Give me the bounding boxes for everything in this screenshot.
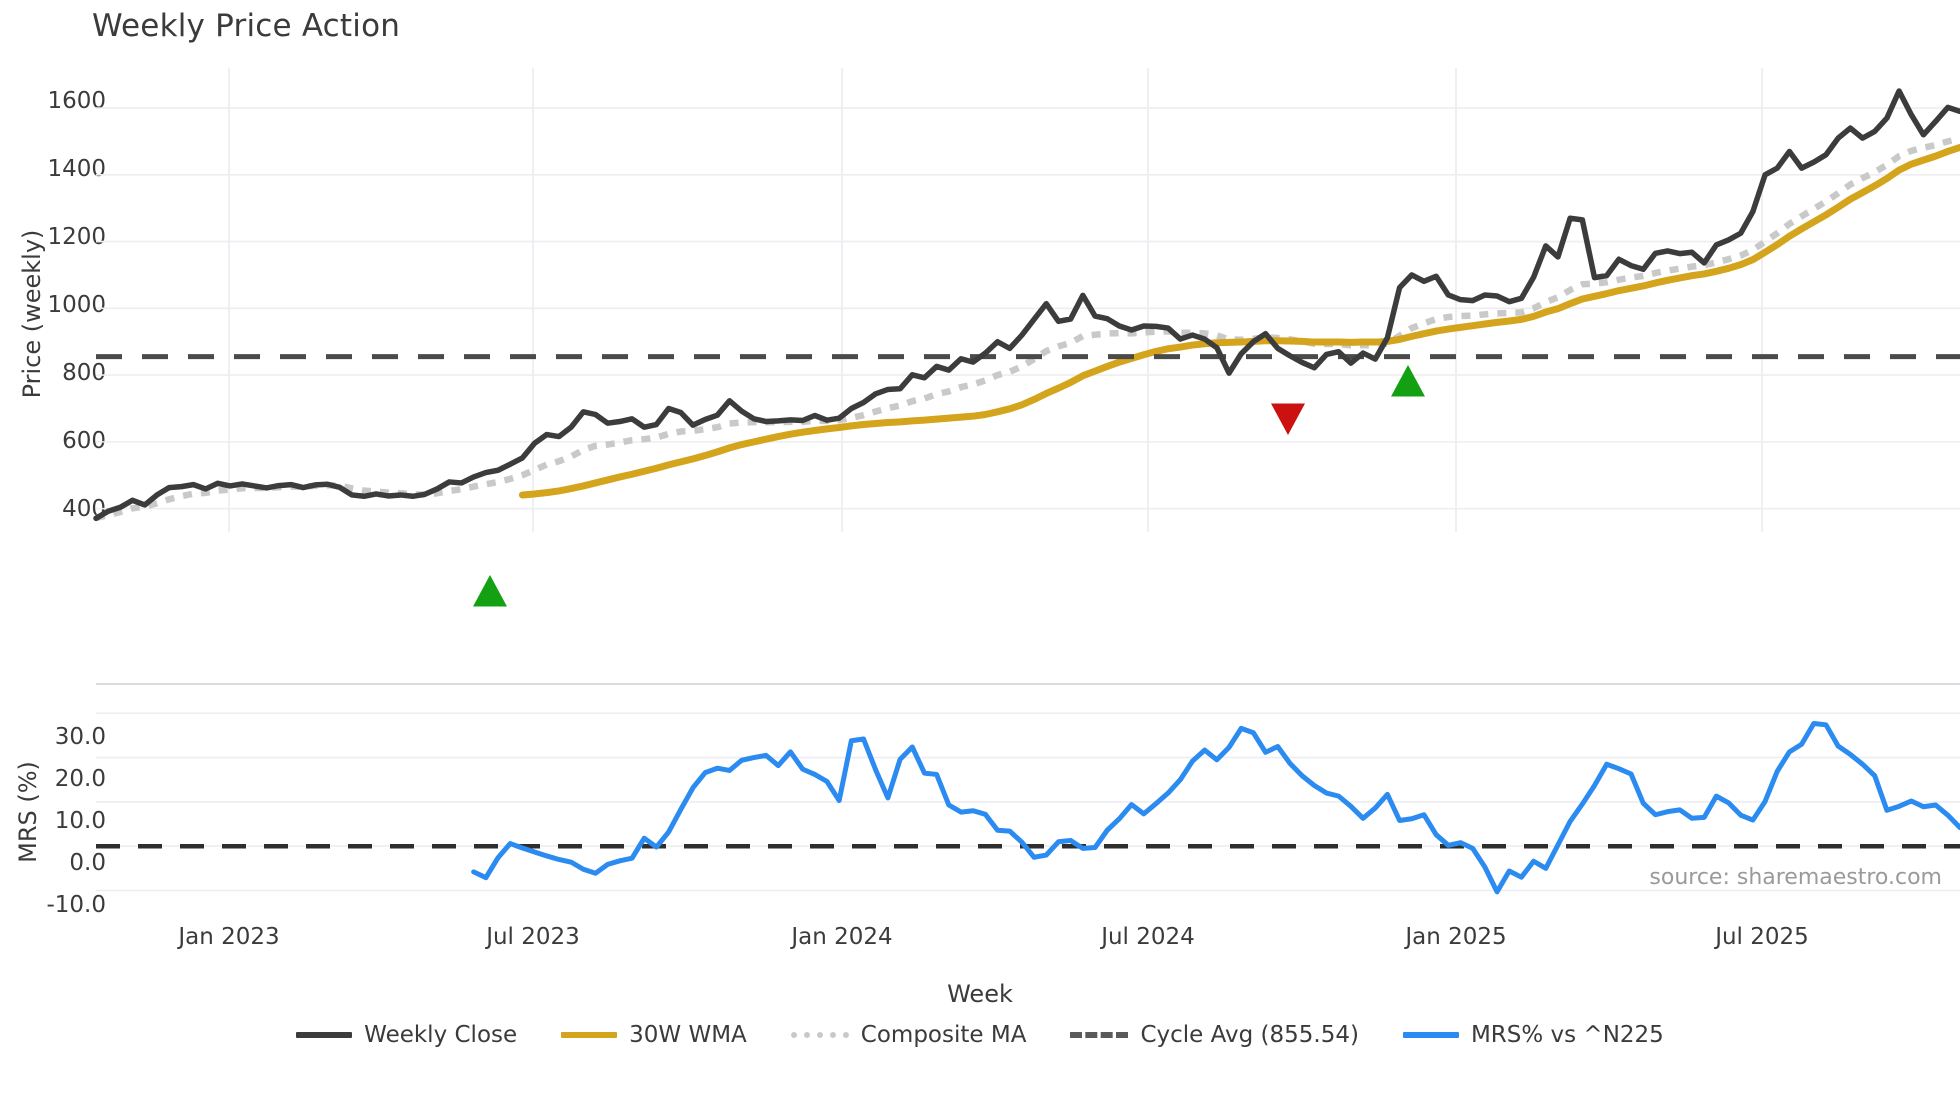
line-swatch-icon xyxy=(561,1032,618,1038)
series-weekly-close xyxy=(93,88,1960,522)
x-tick-jan-2023: Jan 2023 xyxy=(178,924,280,950)
sell-marker-icon[interactable] xyxy=(1271,403,1305,435)
line-swatch-icon xyxy=(1402,1032,1459,1038)
x-tick-jan-2025: Jan 2025 xyxy=(1405,924,1507,950)
y-tick-price-800: 800 xyxy=(62,360,106,386)
legend-item-30w-wma[interactable]: 30W WMA xyxy=(561,1022,747,1048)
legend-label: MRS% vs ^N225 xyxy=(1470,1022,1664,1048)
legend-label: Composite MA xyxy=(860,1022,1027,1048)
legend-label: 30W WMA xyxy=(629,1022,747,1048)
legend-label: Cycle Avg (855.54) xyxy=(1140,1022,1359,1048)
y-tick-price-600: 600 xyxy=(62,428,106,454)
x-tick-jul-2025: Jul 2025 xyxy=(1715,924,1809,950)
legend-item-mrs[interactable]: MRS% vs ^N225 xyxy=(1402,1022,1664,1048)
y-tick-price-1600: 1600 xyxy=(47,88,106,114)
source-watermark: source: sharemaestro.com xyxy=(1649,865,1942,890)
dashed-line-swatch-icon xyxy=(1070,1032,1129,1038)
y-tick-price-1400: 1400 xyxy=(47,156,106,182)
chart-legend: Weekly Close 30W WMA Composite MA Cycle … xyxy=(0,1022,1960,1048)
buy-marker-icon[interactable] xyxy=(473,575,507,607)
dotted-line-swatch-icon xyxy=(790,1032,849,1038)
legend-item-composite-ma[interactable]: Composite MA xyxy=(790,1022,1027,1048)
x-axis-title: Week xyxy=(947,980,1013,1008)
y-tick-mrs-0: 0.0 xyxy=(69,850,106,876)
line-swatch-icon xyxy=(296,1032,353,1038)
y-tick-mrs-neg10: -10.0 xyxy=(46,892,106,918)
x-tick-jul-2023: Jul 2023 xyxy=(486,924,580,950)
y-tick-price-1200: 1200 xyxy=(47,224,106,250)
series-30w-wma xyxy=(518,143,1960,499)
y-tick-mrs-10: 10.0 xyxy=(54,808,106,834)
x-tick-jul-2024: Jul 2024 xyxy=(1101,924,1195,950)
series-mrs xyxy=(471,720,1960,895)
y-tick-mrs-30: 30.0 xyxy=(54,724,106,750)
y-tick-price-1000: 1000 xyxy=(47,292,106,318)
chart-title: Weekly Price Action xyxy=(92,8,401,44)
y-tick-mrs-20: 20.0 xyxy=(54,766,106,792)
legend-item-cycle-avg[interactable]: Cycle Avg (855.54) xyxy=(1070,1022,1359,1048)
legend-label: Weekly Close xyxy=(364,1022,518,1048)
x-tick-jan-2024: Jan 2024 xyxy=(791,924,893,950)
buy-marker-icon[interactable] xyxy=(1391,365,1425,397)
legend-item-weekly-close[interactable]: Weekly Close xyxy=(296,1022,517,1048)
